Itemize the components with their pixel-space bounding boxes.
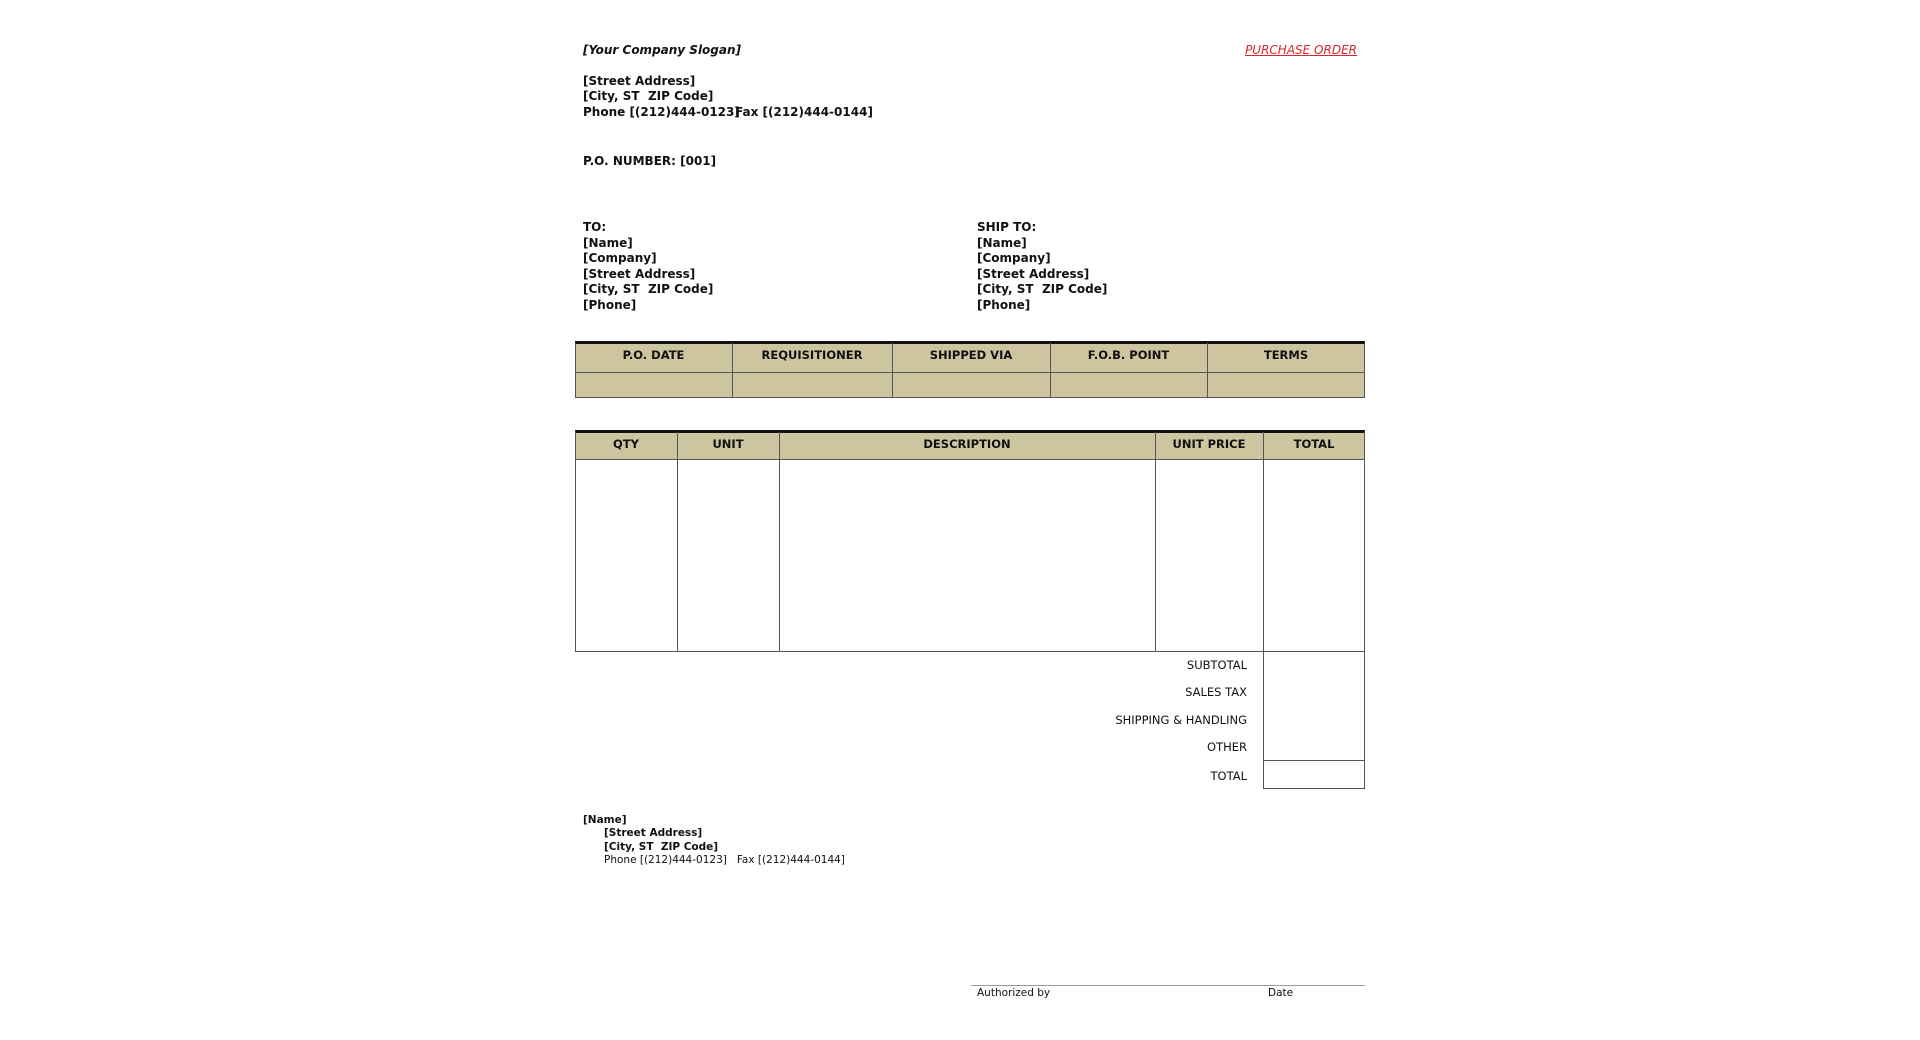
- column-divider: [1207, 343, 1208, 398]
- column-header: QTY: [613, 437, 639, 451]
- total-label: SHIPPING & HANDLING: [1115, 713, 1247, 727]
- column-header: TOTAL: [1293, 437, 1335, 451]
- document-title: PURCHASE ORDER: [1245, 43, 1357, 57]
- block-line: [Street Address]: [977, 266, 1090, 281]
- block-line: [Company]: [977, 251, 1051, 265]
- total-label: SUBTOTAL: [1186, 658, 1247, 672]
- date-label: Date: [1268, 987, 1294, 999]
- block-line: [City, ST ZIP Code]: [977, 282, 1108, 296]
- footer-line: Phone [(212)444-0123] Fax [(212)444-0144…: [604, 854, 845, 866]
- column-divider: [892, 343, 893, 398]
- info-table: [575, 341, 1365, 398]
- items-table: [575, 430, 1365, 652]
- row-divider: [576, 372, 1364, 373]
- column-header: TERMS: [1263, 348, 1309, 362]
- column-divider: [779, 432, 780, 652]
- slogan: [Your Company Slogan]: [583, 43, 742, 57]
- block-label: SHIP TO:: [977, 220, 1037, 234]
- block-line: [City, ST ZIP Code]: [583, 282, 714, 296]
- column-divider: [732, 343, 733, 398]
- authorized-label: Authorized by: [977, 987, 1051, 999]
- column-header: UNIT: [712, 437, 744, 451]
- block-line: [Street Address]: [583, 266, 696, 281]
- address-line: [City, ST ZIP Code]: [583, 89, 714, 103]
- column-header: UNIT PRICE: [1172, 437, 1246, 451]
- block-line: [Phone]: [583, 297, 637, 312]
- total-label: OTHER: [1207, 740, 1247, 754]
- footer-line: [City, ST ZIP Code]: [604, 840, 719, 853]
- column-header: SHIPPED VIA: [929, 348, 1013, 362]
- header-row: [576, 433, 1364, 460]
- column-divider: [1263, 432, 1264, 652]
- totals-box: [1263, 651, 1365, 789]
- column-header: DESCRIPTION: [923, 437, 1011, 451]
- column-header: P.O. DATE: [622, 348, 685, 362]
- address-line: [Street Address]: [583, 74, 696, 88]
- fax: Fax [(212)444-0144]: [735, 105, 873, 119]
- column-divider: [1050, 343, 1051, 398]
- total-label: SALES TAX: [1185, 685, 1247, 699]
- block-label: TO:: [583, 220, 607, 234]
- column-divider: [677, 432, 678, 652]
- column-divider: [1155, 432, 1156, 652]
- block-line: [Phone]: [977, 297, 1031, 312]
- footer-name: [Name]: [583, 814, 627, 826]
- column-header: REQUISITIONER: [761, 348, 863, 362]
- total-label: TOTAL: [1210, 769, 1247, 783]
- column-header: F.O.B. POINT: [1087, 348, 1170, 362]
- total-divider: [1264, 760, 1364, 761]
- block-line: [Company]: [583, 251, 657, 265]
- block-line: [Name]: [583, 235, 633, 250]
- phone: Phone [(212)444-0123]: [583, 105, 740, 119]
- footer-line: [Street Address]: [604, 827, 703, 839]
- po-number: P.O. NUMBER: [001]: [583, 154, 717, 168]
- block-line: [Name]: [977, 235, 1027, 250]
- signature-line: [971, 985, 1365, 986]
